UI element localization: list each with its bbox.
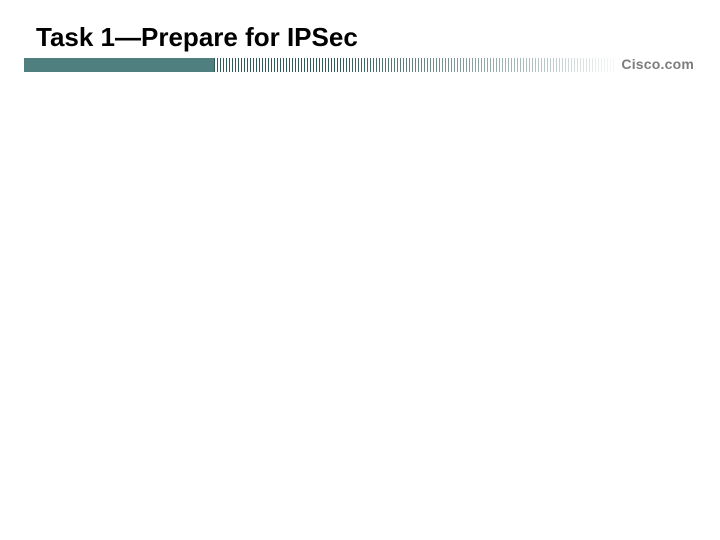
brand-label: Cisco.com xyxy=(615,56,694,72)
divider-solid xyxy=(24,58,214,72)
divider-ticks xyxy=(214,58,624,72)
page-title: Task 1—Prepare for IPSec xyxy=(36,22,358,53)
divider-band xyxy=(24,58,696,72)
divider-ticks-inner xyxy=(214,58,624,72)
slide: Task 1—Prepare for IPSec Cisco.com xyxy=(0,0,720,540)
